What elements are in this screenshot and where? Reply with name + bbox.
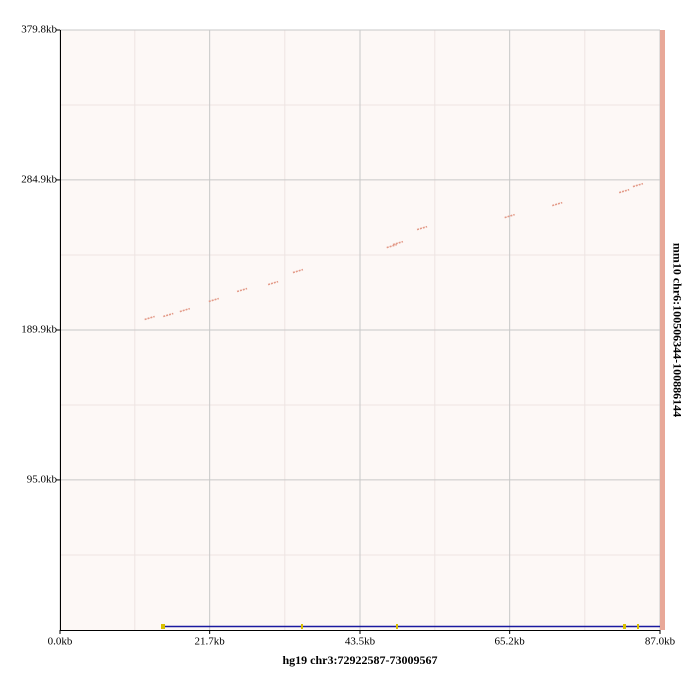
alignment-dot [208, 297, 220, 303]
alignment-dot [504, 213, 515, 219]
x-axis-title: hg19 chr3:72922587-73009567 [283, 653, 438, 667]
alignment-dot [618, 188, 630, 194]
alignment-dot [292, 268, 304, 274]
x-tick-label: 21.7kb [195, 636, 226, 648]
alignment-dot [632, 182, 644, 188]
y-axis-title: mm10 chr6:100506344-100886144 [670, 243, 684, 417]
gene-marker [161, 624, 165, 629]
alignment-dot [163, 312, 174, 318]
gene-marker [637, 624, 639, 629]
alignment-dot [416, 225, 428, 231]
gene-marker [623, 624, 626, 629]
gene-marker [396, 624, 398, 629]
x-tick-label: 87.0kb [645, 636, 676, 648]
alignment-dot [392, 240, 404, 246]
alignment-dot [144, 315, 155, 321]
y-tick-label: 189.9kb [21, 324, 57, 336]
alignment-dot [552, 201, 563, 207]
y-tick-label: 379.8kb [21, 24, 57, 36]
alignment-dot [179, 307, 191, 313]
alignment-dot [236, 287, 248, 293]
x-tick-label: 0.0kb [48, 636, 73, 648]
y-tick-label: 284.9kb [21, 173, 57, 185]
x-tick-label: 43.5kb [345, 636, 376, 648]
target-track [660, 30, 665, 630]
alignment-dot [386, 243, 397, 249]
y-tick-label: 95.0kb [27, 473, 58, 485]
gene-marker [301, 624, 303, 629]
alignment-dot [267, 280, 279, 286]
x-tick-label: 65.2kb [495, 636, 526, 648]
